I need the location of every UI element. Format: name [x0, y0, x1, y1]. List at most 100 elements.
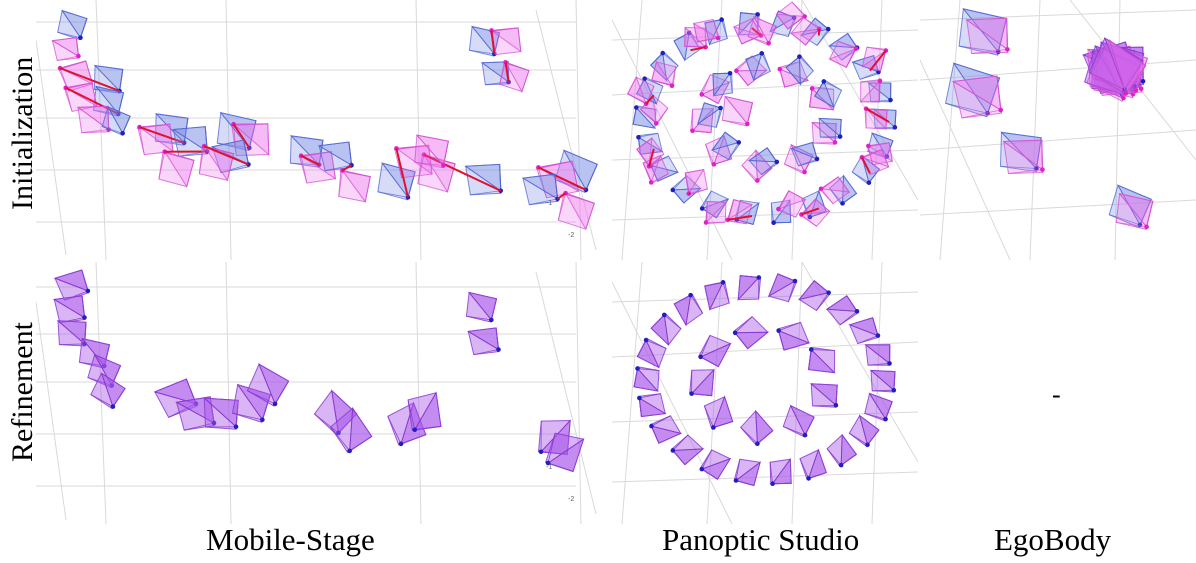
camera-frustum	[789, 141, 820, 167]
frustum-edge	[94, 354, 113, 386]
frustum-edge	[701, 74, 711, 95]
camera-center-dot	[734, 68, 739, 74]
frustum-edge	[945, 102, 988, 114]
frustum-edge	[470, 190, 501, 196]
frustum-edge	[809, 190, 820, 218]
camera-frustum	[229, 121, 270, 157]
camera-frustum	[1091, 39, 1147, 97]
frustum-edge	[813, 141, 836, 144]
frustum-edge	[715, 107, 721, 128]
camera-center-dot	[1005, 47, 1010, 52]
error-line	[861, 156, 871, 174]
camera-frustum	[782, 404, 815, 438]
camera-center-dot	[233, 424, 239, 430]
camera-center-dot	[120, 130, 125, 136]
frustum-edge	[314, 413, 339, 434]
egobody-init-svg	[920, 0, 1196, 260]
camera-frustum	[859, 77, 883, 103]
frustum-edge	[417, 154, 425, 184]
camera-frustum	[776, 321, 811, 351]
camera-frustum	[864, 392, 893, 422]
frustum-edge	[184, 422, 215, 431]
frustum-face	[693, 22, 720, 43]
frustum-edge	[237, 384, 263, 420]
camera-center-dot	[818, 186, 824, 192]
frustum-edge	[324, 164, 352, 172]
camera-frustum	[703, 395, 734, 430]
frustum-edge	[93, 109, 119, 115]
grid-line	[920, 59, 1196, 81]
frustum-edge	[734, 316, 753, 334]
frustum-face	[755, 409, 774, 445]
error-line	[690, 46, 706, 52]
camera-center-dot	[109, 383, 115, 388]
frustum-edge	[857, 335, 879, 344]
camera-center-dot	[756, 275, 762, 280]
camera-frustum	[636, 137, 665, 169]
frustum-edge	[799, 458, 809, 479]
camera-center-dot	[711, 162, 717, 167]
frustum-face	[859, 79, 881, 103]
camera-frustum	[407, 391, 442, 433]
error-line	[423, 153, 502, 192]
frustum-edge	[755, 411, 758, 444]
frustum-edge	[779, 68, 808, 81]
frustum-edge	[563, 150, 587, 191]
frustum-edge	[645, 339, 660, 368]
frustum-edge	[700, 343, 731, 358]
frustum-edge	[849, 432, 868, 446]
frustum-edge	[839, 311, 858, 326]
frustum-face	[828, 47, 858, 69]
camera-center-dot	[398, 441, 404, 447]
frustum-edge	[645, 86, 655, 104]
frustum-edge	[540, 420, 571, 453]
camera-frustum	[699, 190, 730, 219]
camera-center-dot	[211, 420, 217, 426]
frustum-edge	[636, 107, 657, 110]
frustum-edge	[469, 49, 495, 55]
grid-line	[612, 29, 918, 41]
frustum-edge	[318, 145, 352, 166]
frustum-face	[800, 198, 831, 216]
frustum-edge	[651, 173, 669, 183]
camera-center-dot	[670, 187, 676, 193]
camera-center-dot	[699, 206, 705, 211]
camera-frustum	[650, 312, 682, 347]
camera-center-dot	[727, 71, 733, 76]
frustum-edge	[811, 349, 835, 351]
error-line	[203, 145, 249, 166]
camera-center-dot	[807, 214, 813, 220]
frustum-edge	[690, 294, 703, 314]
frustum-face	[777, 190, 807, 210]
frustum-edge	[54, 277, 89, 292]
frustum-edge	[769, 17, 795, 32]
frustum-edge	[860, 80, 880, 83]
frustum-edge	[473, 349, 499, 355]
camera-frustum	[56, 320, 87, 347]
frustum-edge	[818, 118, 841, 137]
camera-frustum	[92, 85, 125, 117]
frustum-edge	[87, 377, 112, 386]
frustum-edge	[820, 188, 834, 204]
camera-frustum	[338, 168, 371, 203]
frustum-face	[733, 26, 763, 45]
camera-frustum	[1002, 139, 1045, 175]
camera-center-dot	[635, 366, 640, 371]
camera-center-dot	[1132, 84, 1137, 89]
frustum-edge	[547, 438, 584, 464]
camera-center-dot	[719, 17, 724, 22]
frustum-edge	[416, 134, 444, 166]
frustum-edge	[712, 142, 739, 151]
camera-center-dot	[791, 15, 797, 20]
camera-center-dot	[643, 337, 649, 343]
frustum-edge	[338, 170, 343, 197]
frustum-edge	[466, 315, 492, 321]
frustum-edge	[672, 175, 687, 191]
camera-center-dot	[821, 79, 827, 84]
frustum-edge	[799, 56, 814, 72]
camera-frustum	[851, 154, 881, 185]
frustum-edge	[778, 322, 801, 332]
camera-center-dot	[634, 105, 639, 110]
frustum-face	[860, 148, 890, 168]
frustum-edge	[799, 56, 801, 85]
